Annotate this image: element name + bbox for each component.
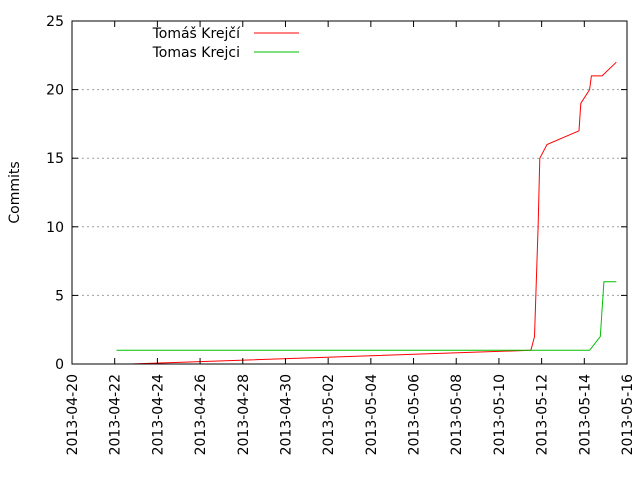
plot-border bbox=[71, 20, 628, 365]
x-tick-label: 2013-04-20 bbox=[65, 374, 81, 455]
legend-label-2: Tomas Krejci bbox=[152, 45, 240, 61]
y-tick-label: 20 bbox=[46, 83, 64, 99]
legend: Tomáš Krejčí Tomas Krejci bbox=[152, 26, 299, 61]
ticks-layer: 0 5 10 15 20 25 2013-04-20 2013-04-22 2013-04-24… bbox=[46, 14, 636, 455]
x-tick-label: 2013-05-02 bbox=[321, 374, 337, 455]
x-tick-label: 2013-05-04 bbox=[364, 374, 380, 455]
x-tick-label: 2013-05-14 bbox=[577, 374, 593, 455]
series-line-2 bbox=[116, 281, 617, 351]
x-tick-label: 2013-05-16 bbox=[620, 374, 636, 455]
y-tick-label: 25 bbox=[46, 14, 64, 30]
x-tick-label: 2013-05-12 bbox=[535, 374, 551, 455]
x-tick-label: 2013-04-26 bbox=[193, 374, 209, 455]
y-tick-label: 5 bbox=[55, 288, 64, 304]
y-tick-label: 0 bbox=[55, 357, 64, 373]
y-tick-label: 15 bbox=[46, 151, 64, 167]
x-tick-label: 2013-04-28 bbox=[236, 374, 252, 455]
x-tick-label: 2013-04-24 bbox=[150, 374, 166, 455]
series-line-1 bbox=[130, 61, 617, 365]
series-layer bbox=[116, 61, 617, 365]
x-tick-label: 2013-04-22 bbox=[108, 374, 124, 455]
legend-label-1: Tomáš Krejčí bbox=[152, 26, 242, 42]
x-tick-label: 2013-05-10 bbox=[492, 374, 508, 455]
y-tick-label: 10 bbox=[46, 220, 64, 236]
grid-layer bbox=[72, 89, 627, 296]
x-tick-label: 2013-05-08 bbox=[449, 374, 465, 455]
y-axis-title: Commits bbox=[7, 161, 23, 223]
x-tick-label: 2013-04-30 bbox=[278, 374, 294, 455]
x-tick-label: 2013-05-06 bbox=[407, 374, 423, 455]
